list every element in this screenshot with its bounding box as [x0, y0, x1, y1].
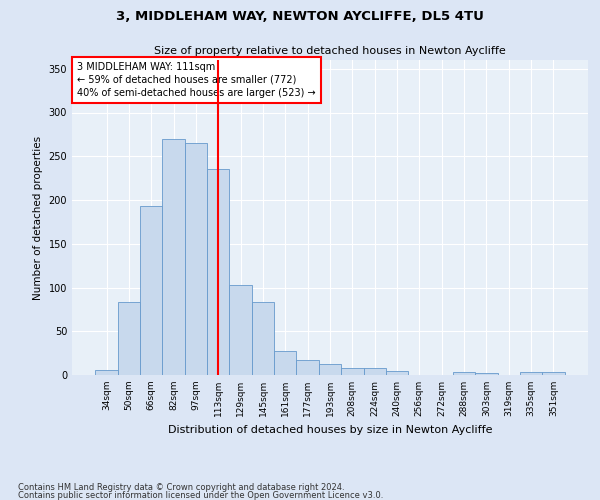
Bar [475, 373, 497, 375]
Bar [520, 372, 542, 375]
Bar [207, 170, 229, 375]
Bar [95, 370, 118, 375]
X-axis label: Distribution of detached houses by size in Newton Aycliffe: Distribution of detached houses by size … [168, 424, 492, 434]
Bar [274, 352, 296, 375]
Y-axis label: Number of detached properties: Number of detached properties [33, 136, 43, 300]
Bar [252, 302, 274, 375]
Bar [542, 372, 565, 375]
Text: Contains HM Land Registry data © Crown copyright and database right 2024.: Contains HM Land Registry data © Crown c… [18, 484, 344, 492]
Bar [185, 143, 207, 375]
Bar [341, 368, 364, 375]
Text: 3 MIDDLEHAM WAY: 111sqm
← 59% of detached houses are smaller (772)
40% of semi-d: 3 MIDDLEHAM WAY: 111sqm ← 59% of detache… [77, 62, 316, 98]
Bar [386, 370, 408, 375]
Text: 3, MIDDLEHAM WAY, NEWTON AYCLIFFE, DL5 4TU: 3, MIDDLEHAM WAY, NEWTON AYCLIFFE, DL5 4… [116, 10, 484, 23]
Bar [453, 372, 475, 375]
Bar [229, 285, 252, 375]
Bar [163, 138, 185, 375]
Title: Size of property relative to detached houses in Newton Aycliffe: Size of property relative to detached ho… [154, 46, 506, 56]
Bar [364, 368, 386, 375]
Bar [140, 206, 163, 375]
Bar [319, 364, 341, 375]
Text: Contains public sector information licensed under the Open Government Licence v3: Contains public sector information licen… [18, 490, 383, 500]
Bar [118, 302, 140, 375]
Bar [296, 360, 319, 375]
